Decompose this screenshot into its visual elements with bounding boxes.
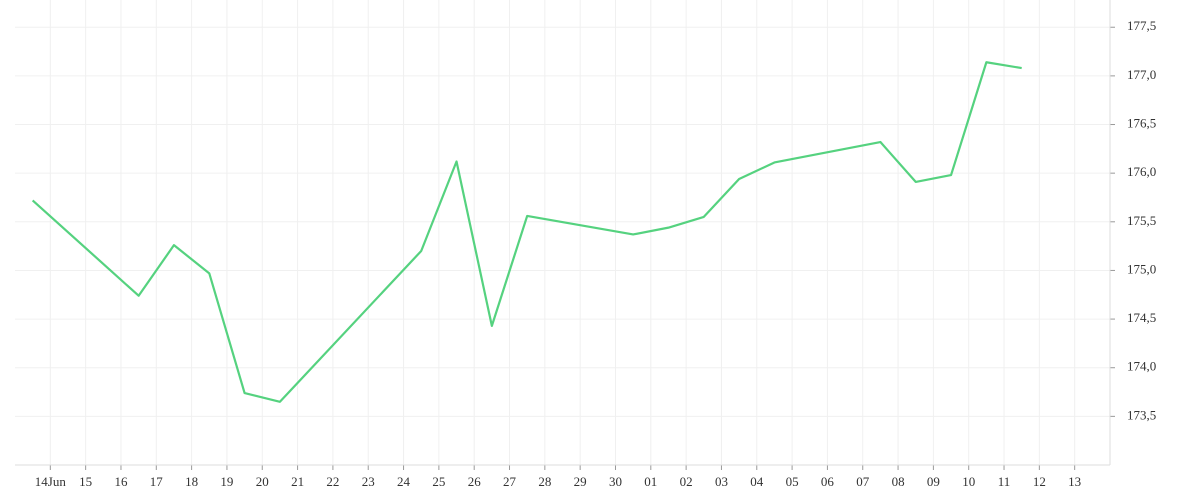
x-tick-label: 23 bbox=[362, 474, 375, 489]
x-tick-label: 19 bbox=[220, 474, 233, 489]
x-tick-label: 27 bbox=[503, 474, 517, 489]
x-tick-label: 15 bbox=[79, 474, 92, 489]
y-tick-label: 176,0 bbox=[1127, 164, 1156, 179]
y-tick-label: 176,5 bbox=[1127, 116, 1156, 131]
x-tick-label: 25 bbox=[432, 474, 445, 489]
x-tick-label: 07 bbox=[856, 474, 870, 489]
y-tick-label: 174,5 bbox=[1127, 310, 1156, 325]
x-tick-label: 21 bbox=[291, 474, 304, 489]
x-tick-label: 13 bbox=[1068, 474, 1081, 489]
y-tick-label: 175,5 bbox=[1127, 213, 1156, 228]
x-tick-label: 14Jun bbox=[35, 474, 67, 489]
x-tick-label: 18 bbox=[185, 474, 198, 489]
x-tick-label: 09 bbox=[927, 474, 940, 489]
x-tick-label: 20 bbox=[256, 474, 269, 489]
x-tick-label: 11 bbox=[998, 474, 1011, 489]
x-tick-label: 04 bbox=[750, 474, 764, 489]
x-tick-label: 01 bbox=[644, 474, 657, 489]
x-tick-label: 10 bbox=[962, 474, 975, 489]
x-tick-label: 05 bbox=[786, 474, 799, 489]
x-tick-label: 12 bbox=[1033, 474, 1046, 489]
y-tick-label: 173,5 bbox=[1127, 407, 1156, 422]
x-tick-label: 22 bbox=[326, 474, 339, 489]
x-tick-label: 24 bbox=[397, 474, 411, 489]
y-tick-label: 177,5 bbox=[1127, 18, 1156, 33]
x-tick-label: 03 bbox=[715, 474, 728, 489]
x-tick-label: 29 bbox=[574, 474, 587, 489]
x-tick-label: 26 bbox=[468, 474, 482, 489]
y-tick-label: 175,0 bbox=[1127, 261, 1156, 276]
x-tick-label: 16 bbox=[114, 474, 128, 489]
x-tick-label: 06 bbox=[821, 474, 835, 489]
line-series bbox=[31, 61, 1022, 403]
x-tick-label: 28 bbox=[538, 474, 551, 489]
y-tick-label: 174,0 bbox=[1127, 359, 1156, 374]
x-tick-label: 30 bbox=[609, 474, 622, 489]
x-tick-label: 08 bbox=[892, 474, 905, 489]
y-tick-label: 177,0 bbox=[1127, 67, 1156, 82]
x-tick-label: 17 bbox=[150, 474, 164, 489]
x-tick-label: 02 bbox=[680, 474, 693, 489]
